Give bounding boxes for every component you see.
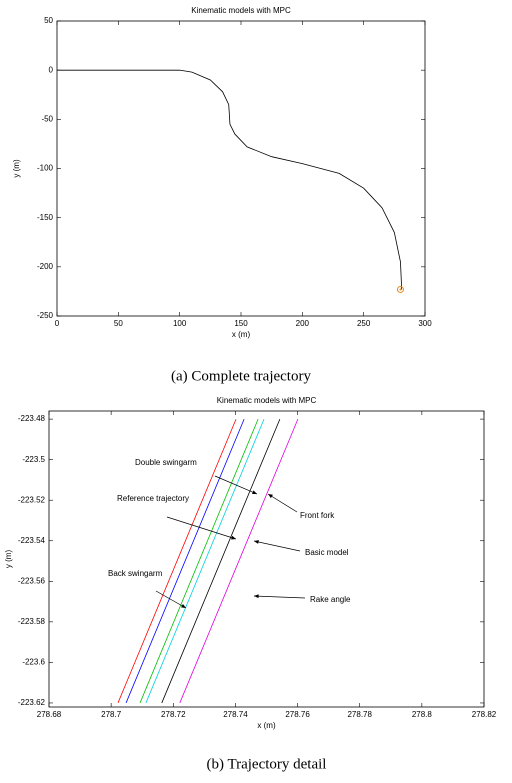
trajectory-line [117,418,237,704]
annotation: Front fork [300,511,335,520]
y-axis-label: y (m) [12,159,21,178]
y-tick-label: 50 [44,16,53,25]
y-tick-label: -223.56 [18,576,46,585]
x-tick-label: 300 [418,319,432,328]
y-tick-label: 0 [49,65,54,74]
trajectory-line [161,418,281,704]
arrow-head [231,535,236,540]
x-tick-label: 150 [234,319,248,328]
chart-title: Kinematic models with MPC [191,6,291,15]
y-tick-label: -223.52 [18,495,46,504]
series-group [57,69,403,290]
arrow-head [181,604,186,608]
annotation-arrow [253,595,306,599]
x-tick-label: 278.76 [285,710,310,719]
arrow-head [254,594,259,599]
annotation-arrow [267,493,298,513]
x-tick-label: 278.78 [347,710,372,719]
y-tick-label: -223.54 [18,536,46,545]
y-tick-label: -150 [37,213,54,222]
series-group [117,418,299,704]
annotation: Basic model [305,548,349,557]
arrow-head [252,490,257,494]
y-axis-label: y (m) [4,550,13,569]
x-tick-label: 278.7 [101,710,122,719]
x-tick-label: 0 [55,319,60,328]
x-tick-label: 278.68 [37,710,62,719]
x-tick-label: 100 [173,319,187,328]
end-marker-dot [399,288,402,291]
arrow-head [268,494,273,499]
arrow-head [254,540,259,544]
trajectory-line [125,418,245,704]
y-tick-label: -250 [37,311,54,320]
chart-title: Kinematic models with MPC [217,396,317,405]
trajectory-line [57,69,403,290]
x-tick-label: 278.72 [161,710,186,719]
x-tick-label: 50 [114,319,123,328]
y-tick-label: -200 [37,262,54,271]
y-tick-label: -223.48 [18,414,46,423]
annotation: Reference trajectory [117,494,189,503]
caption: (a) Complete trajectory [171,368,311,384]
y-tick-label: -50 [41,114,53,123]
x-tick-label: 250 [357,319,371,328]
x-axis-label: x (m) [257,721,276,730]
x-tick-label: 278.82 [472,710,497,719]
trajectory-line [145,418,265,704]
annotation: Double swingarm [135,458,197,467]
annotation-arrow [166,516,237,540]
plot-area [48,410,485,708]
caption: (b) Trajectory detail [207,756,327,772]
x-axis-label: x (m) [232,330,251,339]
x-tick-label: 278.8 [412,710,433,719]
y-tick-label: -100 [37,164,54,173]
annotation: Back swingarm [108,569,163,578]
y-tick-label: -223.58 [18,617,46,626]
annotation: Rake angle [310,595,351,604]
end-marker [396,285,404,293]
x-tick-label: 278.74 [223,710,248,719]
trajectory-line [139,418,259,704]
y-tick-label: -223.5 [22,455,45,464]
annotation-arrow [214,475,258,495]
y-tick-label: -223.6 [22,658,45,667]
plot-area [56,20,426,317]
y-tick-label: -223.62 [18,698,46,707]
annotation-arrow [253,540,301,552]
annotation-arrow [155,590,187,609]
trajectory-line [179,418,299,704]
x-tick-label: 200 [296,319,310,328]
